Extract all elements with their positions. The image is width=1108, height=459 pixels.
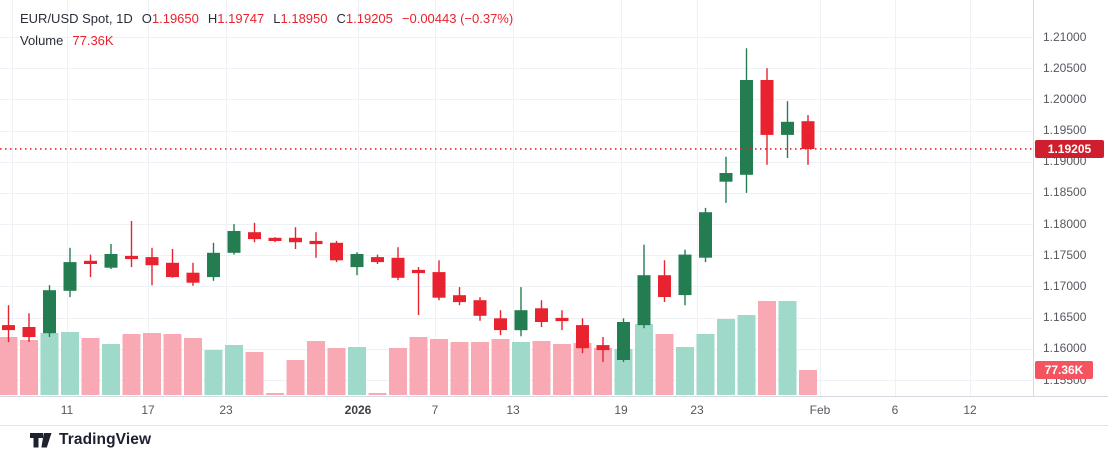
- price-tick-label: 1.19500: [1043, 123, 1087, 138]
- price-tick-label: 1.18000: [1043, 216, 1087, 231]
- price-tick-label: 1.16000: [1043, 341, 1087, 356]
- legend-ohlc-row: EUR/USD Spot, 1D O1.19650 H1.19747 L1.18950…: [20, 8, 513, 30]
- price-tick-label: 1.20000: [1043, 91, 1087, 106]
- tradingview-logo-text: TradingView: [59, 431, 152, 448]
- close-value: C1.19205: [336, 11, 393, 26]
- last-volume-badge: 77.36K: [1035, 361, 1093, 379]
- price-tick-label: 1.18500: [1043, 185, 1087, 200]
- legend-volume-row: Volume 77.36K: [20, 30, 513, 52]
- time-tick-label: 13: [506, 403, 520, 417]
- interval-label: 1D: [116, 11, 133, 26]
- time-tick-label: 23: [219, 403, 233, 417]
- volume-value: 77.36K: [72, 33, 114, 48]
- time-tick-label: 7: [431, 403, 439, 417]
- time-tick-label: 17: [141, 403, 155, 417]
- open-value: O1.19650: [141, 11, 199, 26]
- time-tick-label: 12: [963, 403, 977, 417]
- change-value: −0.00443 (−0.37%): [401, 11, 514, 26]
- candlestick-chart-plot[interactable]: [0, 0, 1033, 396]
- time-tick-label: 2026: [344, 403, 372, 417]
- price-axis[interactable]: 1.21000 1.20500 1.20000 1.19500 1.19000 1.185…: [1033, 0, 1108, 396]
- chart-legend: EUR/USD Spot, 1D O1.19650 H1.19747 L1.18950…: [20, 8, 513, 52]
- tradingview-logo-link[interactable]: TradingView: [30, 431, 151, 449]
- low-value: L1.18950: [273, 11, 328, 26]
- volume-label: Volume: [20, 33, 64, 48]
- tradingview-logo-icon: [30, 432, 52, 447]
- symbol-title[interactable]: EUR/USD Spot, 1D: [20, 11, 133, 26]
- price-tick-label: 1.20500: [1043, 60, 1087, 75]
- price-tick-label: 1.17500: [1043, 247, 1087, 262]
- high-value: H1.19747: [207, 11, 265, 26]
- time-tick-label: Feb: [809, 403, 831, 417]
- time-axis[interactable]: 11 17 23 2026 7 13 19 23 Feb 6 12: [0, 396, 1108, 426]
- time-tick-label: 19: [614, 403, 628, 417]
- last-price-badge: 1.19205: [1035, 140, 1104, 158]
- time-tick-label: 6: [891, 403, 899, 417]
- price-tick-label: 1.16500: [1043, 310, 1087, 325]
- price-tick-label: 1.17000: [1043, 278, 1087, 293]
- time-tick-label: 23: [690, 403, 704, 417]
- time-tick-label: 11: [60, 403, 74, 417]
- price-tick-label: 1.21000: [1043, 29, 1087, 44]
